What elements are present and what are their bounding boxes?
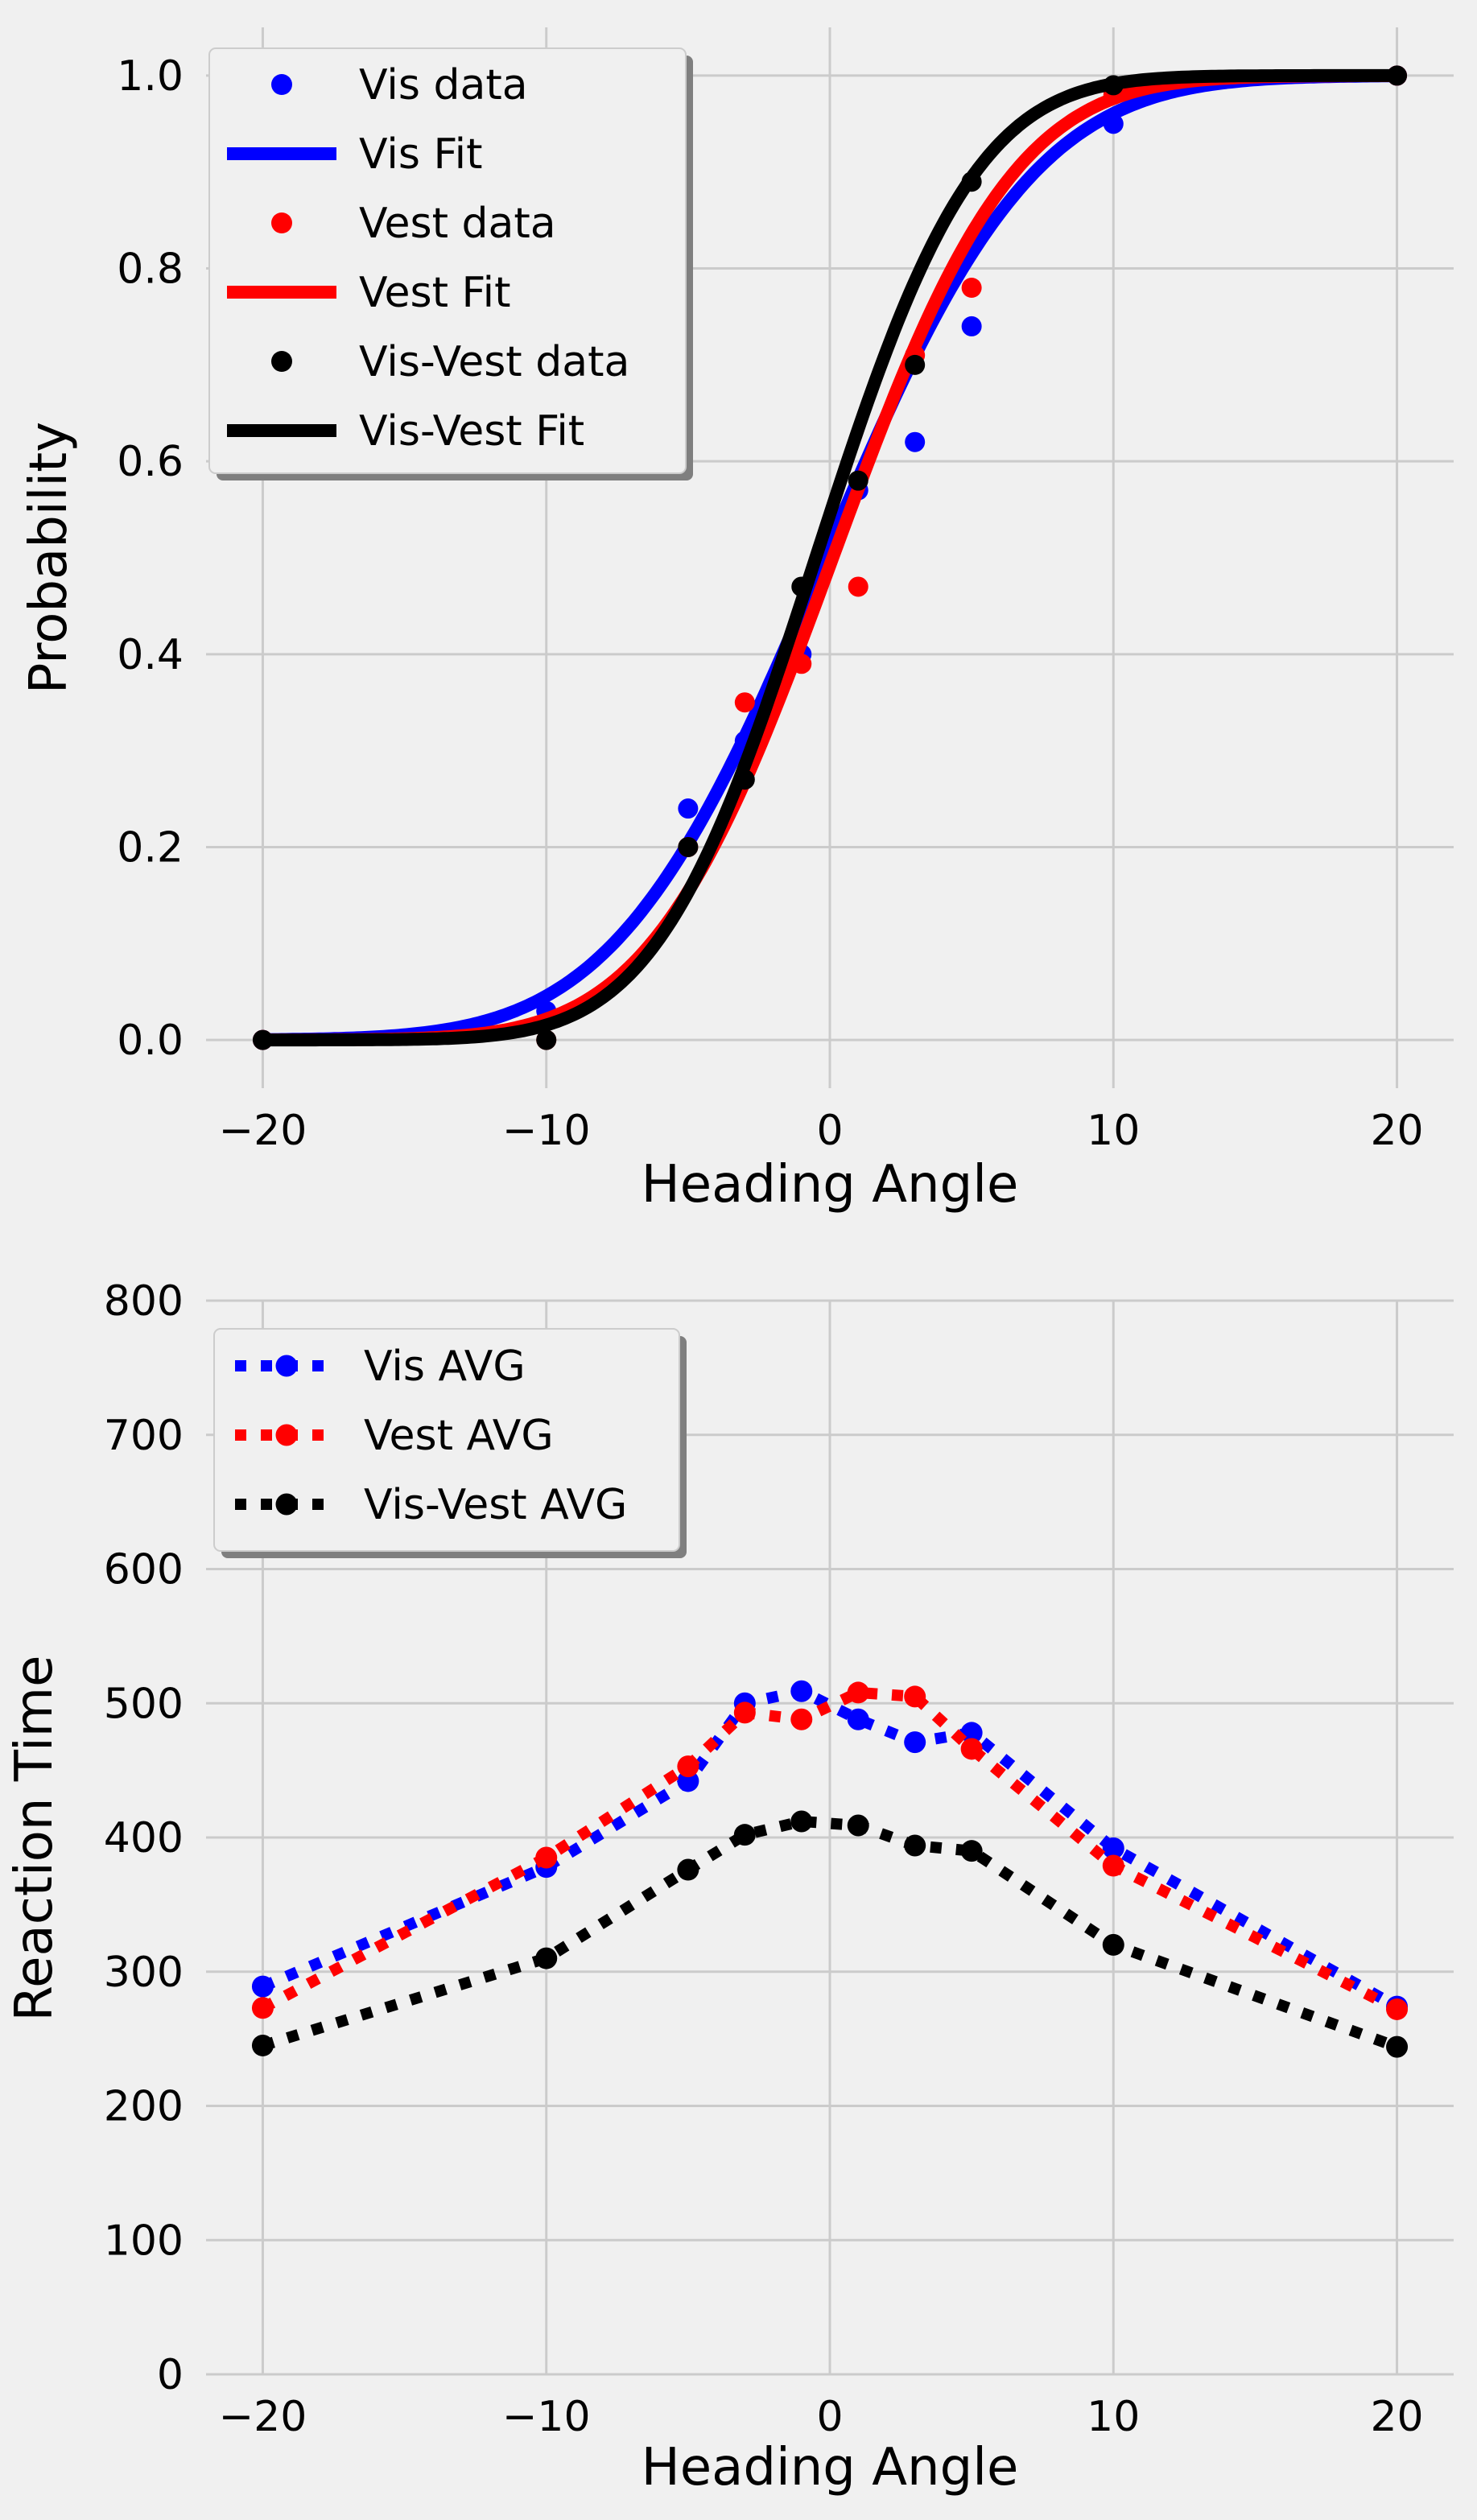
y-tick-label: 700 [104, 1412, 184, 1460]
legend-label: Vis AVG [364, 1342, 526, 1391]
legend-marker [275, 1355, 298, 1377]
data-point [790, 1810, 813, 1833]
data-point [535, 1846, 558, 1869]
data-point [960, 1840, 983, 1862]
legend-marker [271, 74, 292, 95]
legend-box [213, 1328, 680, 1552]
y-axis-label: Probability [19, 422, 79, 694]
data-point [790, 1708, 813, 1730]
x-tick-label: −10 [502, 1107, 591, 1155]
legend-label: Vis-Vest Fit [359, 407, 584, 456]
data-point [847, 1814, 869, 1837]
series-vis-vest-fit [260, 68, 1400, 1047]
legend: Vis data Vis Fit Vest data Vest Fit Vis-Vest… [208, 47, 693, 480]
data-point [733, 1701, 756, 1724]
x-tick-label: 20 [1370, 2393, 1423, 2441]
data-point [678, 798, 699, 819]
y-axis-label: Reaction Time [5, 1656, 64, 2022]
legend-label: Vis-Vest AVG [364, 1481, 627, 1529]
data-point [904, 1685, 926, 1708]
data-point [904, 1731, 926, 1754]
data-point [733, 1824, 756, 1846]
data-point [847, 1681, 869, 1704]
x-tick-label: 10 [1087, 1107, 1140, 1155]
data-point [905, 431, 926, 452]
legend-label: Vis-Vest data [359, 338, 629, 386]
data-point [904, 1834, 926, 1857]
series-vis-vest-avg [251, 1810, 1409, 2058]
y-tick-label: 0.2 [117, 823, 184, 872]
x-tick-label: −20 [219, 1107, 307, 1155]
legend-label: Vis Fit [359, 130, 482, 179]
data-point [677, 1858, 699, 1881]
series-line [260, 1685, 1400, 2012]
y-tick-label: 0.0 [117, 1017, 184, 1065]
legend-label: Vest Fit [359, 269, 511, 317]
y-tick-label: 1.0 [117, 52, 184, 101]
y-tick-label: 0.6 [117, 438, 184, 486]
legend-label: Vest AVG [364, 1412, 554, 1460]
data-point [1102, 1854, 1124, 1877]
x-tick-label: 10 [1087, 2393, 1140, 2441]
y-tick-label: 0 [157, 2351, 184, 2399]
y-tick-label: 200 [104, 2083, 184, 2131]
data-point [1386, 1998, 1409, 2020]
legend-marker [271, 212, 292, 233]
data-point [677, 1755, 699, 1778]
data-point [905, 354, 926, 375]
data-point [848, 470, 868, 491]
data-point [734, 692, 755, 713]
probability-chart: −20 −10 0 10 20 0.0 0.2 0.4 0.6 0.8 1.0 Heading Ang… [19, 27, 1454, 1215]
x-tick-label: 20 [1370, 1107, 1423, 1155]
data-point [251, 1997, 274, 2019]
data-point [1386, 2035, 1409, 2058]
data-point [961, 278, 982, 299]
plot-area [252, 65, 1408, 1050]
tick-labels: −20 −10 0 10 20 0.0 0.2 0.4 0.6 0.8 1.0 [117, 52, 1423, 1155]
series-vest-avg [251, 1681, 1409, 2020]
x-axis-label: Heading Angle [642, 2438, 1019, 2497]
legend-marker [271, 351, 292, 372]
reaction-time-chart: −20 −10 0 10 200100200300400500600700800Head… [5, 1277, 1454, 2497]
data-point [961, 316, 982, 336]
legend-label: Vest data [359, 200, 556, 248]
y-tick-label: 0.8 [117, 245, 184, 294]
x-axis-label: Heading Angle [642, 1155, 1019, 1215]
y-tick-label: 500 [104, 1680, 184, 1728]
x-tick-label: 0 [816, 2393, 843, 2441]
data-point [536, 1029, 557, 1050]
fit-curve-vis-vest-fit [260, 68, 1400, 1047]
data-point [790, 1680, 813, 1702]
y-tick-label: 300 [104, 1949, 184, 1997]
data-point [535, 1947, 558, 1969]
data-point [848, 576, 868, 597]
y-tick-label: 0.4 [117, 631, 184, 679]
data-point [251, 2034, 274, 2056]
x-tick-label: −10 [502, 2393, 591, 2441]
data-point [960, 1738, 983, 1760]
data-point [678, 836, 699, 857]
y-tick-label: 400 [104, 1814, 184, 1862]
data-point [1102, 1933, 1124, 1956]
legend-label: Vis data [359, 61, 528, 109]
data-point [960, 1722, 983, 1744]
data-point [1102, 1837, 1124, 1859]
x-tick-label: 0 [816, 1107, 843, 1155]
legend-marker [275, 1493, 298, 1516]
data-point [847, 1708, 869, 1730]
y-tick-label: 800 [104, 1277, 184, 1326]
legend-marker [275, 1424, 298, 1446]
y-tick-label: 100 [104, 2217, 184, 2265]
data-point [251, 1975, 274, 1998]
plot-area [251, 1680, 1409, 2058]
x-tick-label: −20 [219, 2393, 307, 2441]
legend: Vis AVG Vest AVG Vis-Vest AVG [213, 1328, 687, 1558]
y-tick-label: 600 [104, 1546, 184, 1594]
